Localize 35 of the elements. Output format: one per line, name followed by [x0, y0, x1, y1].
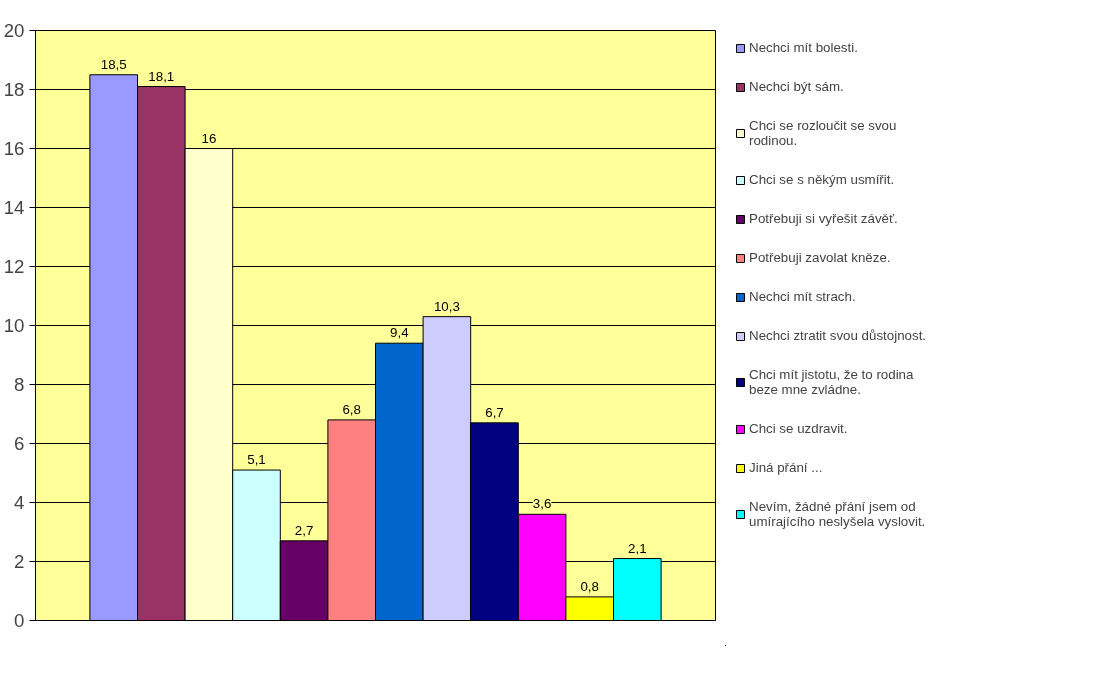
y-tick-label: 6 — [14, 433, 25, 454]
y-tick-label: 2 — [14, 551, 25, 572]
legend-label: Potřebuji zavolat kněze. — [749, 250, 891, 265]
y-tick-label: 18 — [3, 79, 25, 100]
legend-label: Jiná přání ... — [749, 460, 823, 475]
y-tick-label: 16 — [3, 138, 25, 159]
data-label: 2,1 — [628, 540, 647, 556]
y-tick-label: 0 — [14, 610, 25, 631]
data-label: 10,3 — [433, 298, 460, 314]
data-label: 0,8 — [580, 578, 599, 594]
y-tick-label: 10 — [3, 315, 25, 336]
legend-label: Potřebuji si vyřešit závěť. — [749, 211, 898, 226]
legend-label: Chci se uzdravit. — [749, 421, 848, 436]
data-label: 2,7 — [294, 522, 314, 538]
legend-label: Nechci ztratit svou důstojnost. — [749, 328, 927, 343]
data-label: 16 — [201, 130, 217, 146]
data-label: 9,4 — [390, 325, 410, 341]
data-label: 6,8 — [342, 401, 361, 417]
legend-label: Nechci být sám. — [749, 79, 844, 94]
legend-label: Nechci mít strach. — [749, 289, 856, 304]
y-tick-label: 14 — [3, 197, 25, 218]
y-tick-label: 4 — [14, 492, 25, 513]
y-tick-label: 12 — [3, 256, 25, 277]
data-label: 5,1 — [247, 452, 266, 468]
legend-label: Chci mít jistotu, že to rodina beze mne zvládne. — [749, 367, 914, 397]
data-label: 18,5 — [100, 56, 127, 72]
legend-label: Chci se rozloučit se svou rodinou. — [749, 118, 897, 148]
data-label: 18,1 — [148, 68, 175, 84]
y-tick-label: 8 — [14, 374, 25, 395]
data-label: 3,6 — [532, 496, 552, 512]
legend-label: Chci se s někým usmířit. — [749, 172, 895, 187]
data-label: 6,7 — [485, 404, 504, 420]
legend-label: Nevím, žádné přání jsem od umírajícího neslyšela vyslovit. — [749, 499, 926, 529]
legend-label: Nechci mít bolesti. — [749, 40, 858, 55]
y-tick-label: 20 — [3, 20, 25, 41]
